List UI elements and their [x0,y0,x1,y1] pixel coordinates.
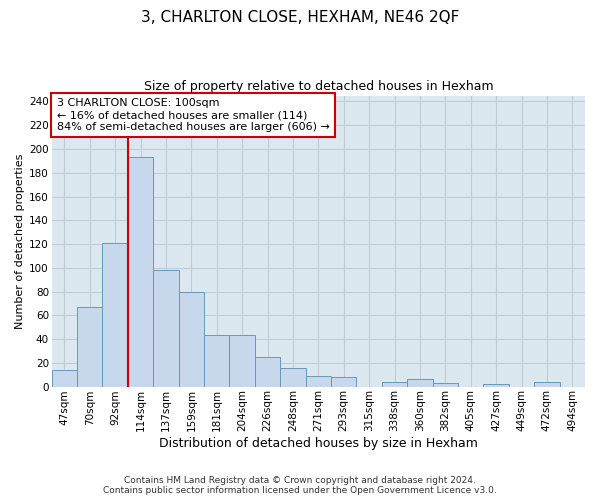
Bar [305,376,331,386]
Bar [407,380,433,386]
Bar [484,384,509,386]
Y-axis label: Number of detached properties: Number of detached properties [15,154,25,328]
Bar [382,382,407,386]
Text: Contains HM Land Registry data © Crown copyright and database right 2024.
Contai: Contains HM Land Registry data © Crown c… [103,476,497,495]
Bar [331,377,356,386]
Bar [77,307,103,386]
Bar [229,336,255,386]
Bar [534,382,560,386]
Bar [52,370,77,386]
X-axis label: Distribution of detached houses by size in Hexham: Distribution of detached houses by size … [159,437,478,450]
Bar [204,336,229,386]
Bar [128,158,153,386]
Bar [179,292,204,386]
Title: Size of property relative to detached houses in Hexham: Size of property relative to detached ho… [143,80,493,93]
Bar [280,368,305,386]
Text: 3 CHARLTON CLOSE: 100sqm
← 16% of detached houses are smaller (114)
84% of semi-: 3 CHARLTON CLOSE: 100sqm ← 16% of detach… [57,98,330,132]
Text: 3, CHARLTON CLOSE, HEXHAM, NE46 2QF: 3, CHARLTON CLOSE, HEXHAM, NE46 2QF [141,10,459,25]
Bar [153,270,179,386]
Bar [433,383,458,386]
Bar [103,243,128,386]
Bar [255,357,280,386]
